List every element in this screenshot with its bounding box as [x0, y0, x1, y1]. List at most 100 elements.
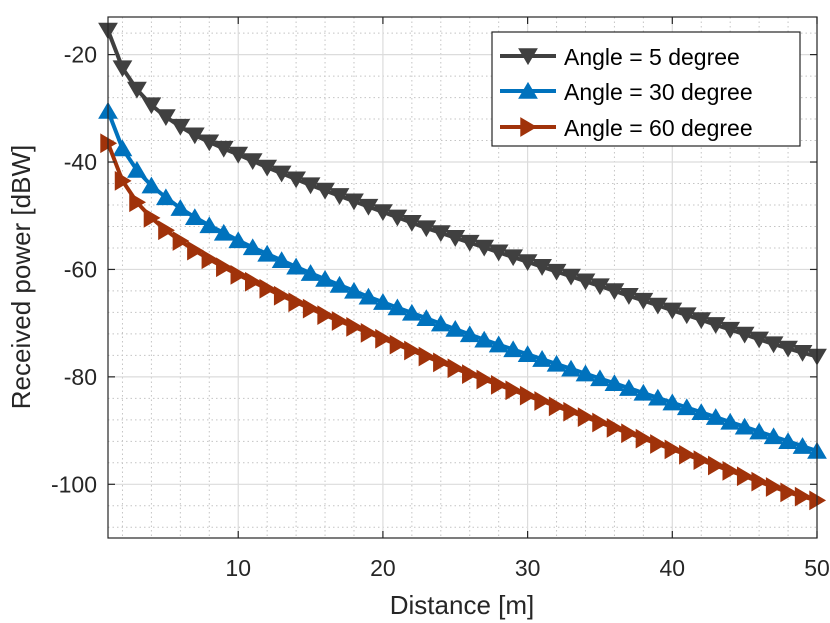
y-tick-label: -20 — [64, 42, 97, 68]
data-point — [430, 225, 451, 243]
data-point — [199, 216, 220, 234]
data-point — [503, 249, 524, 267]
data-point — [792, 437, 813, 454]
data-point — [244, 271, 262, 292]
data-point — [705, 408, 726, 425]
data-point — [404, 340, 421, 361]
data-point — [647, 388, 668, 406]
data-point — [619, 288, 639, 305]
data-point — [561, 268, 581, 286]
series-1 — [98, 22, 827, 366]
data-point — [778, 432, 798, 450]
data-point — [490, 375, 508, 395]
data-point — [143, 208, 161, 228]
data-point — [561, 359, 581, 377]
data-point — [459, 325, 480, 343]
data-point — [503, 340, 524, 358]
data-point — [257, 159, 278, 177]
data-point — [242, 238, 263, 256]
x-tick-label: 30 — [515, 555, 541, 581]
data-point — [751, 471, 769, 492]
data-point — [158, 220, 175, 241]
data-point — [676, 398, 697, 416]
data-point — [462, 364, 479, 385]
data-point — [606, 418, 624, 438]
data-point — [532, 350, 552, 367]
data-point — [563, 401, 581, 422]
data-point — [592, 412, 610, 433]
data-point — [300, 264, 321, 281]
data-point — [433, 352, 450, 373]
data-point — [445, 230, 466, 247]
data-point — [112, 139, 133, 157]
y-axis-label: Received power [dBW] — [6, 145, 36, 409]
data-point — [418, 346, 436, 367]
data-point — [302, 298, 320, 319]
data-point — [401, 303, 422, 321]
data-point — [546, 263, 567, 281]
data-point — [213, 140, 234, 158]
data-point — [534, 391, 552, 411]
data-point — [358, 287, 379, 305]
data-point — [619, 379, 639, 396]
tick-marks — [108, 17, 818, 538]
legend-entries — [500, 48, 556, 137]
data-point — [170, 118, 191, 136]
data-point — [708, 455, 725, 476]
data-point — [575, 364, 596, 382]
data-point — [749, 422, 769, 440]
data-point — [577, 407, 595, 428]
data-point — [315, 182, 335, 200]
data-point — [765, 477, 783, 497]
data-point — [778, 340, 798, 358]
data-point — [647, 297, 668, 315]
data-point — [344, 193, 364, 211]
data-point — [329, 275, 350, 293]
data-point — [476, 369, 494, 390]
data-point — [375, 328, 393, 349]
data-point — [780, 482, 798, 503]
data-point — [213, 223, 234, 241]
data-point — [358, 198, 379, 216]
data-point — [201, 249, 219, 270]
data-point — [184, 208, 205, 226]
data-point — [794, 486, 812, 507]
data-point — [505, 380, 523, 401]
data-point — [387, 209, 408, 227]
data-point — [736, 466, 754, 487]
data-point — [141, 97, 162, 115]
data-point — [590, 369, 610, 387]
data-point — [114, 170, 132, 191]
data-point — [459, 234, 480, 252]
data-point — [763, 336, 784, 354]
data-point — [127, 81, 147, 99]
data-point — [141, 176, 162, 194]
data-point — [548, 396, 566, 417]
data-point — [286, 171, 306, 189]
x-tick-label: 40 — [660, 555, 686, 581]
data-point — [344, 281, 364, 299]
data-point — [635, 428, 653, 449]
data-point — [129, 192, 147, 213]
data-point — [488, 335, 509, 353]
series-3 — [100, 133, 827, 511]
data-point — [445, 319, 466, 337]
data-point — [621, 423, 638, 444]
data-point — [257, 244, 278, 262]
data-point — [170, 199, 191, 216]
y-tick-label: -100 — [51, 471, 97, 497]
data-point — [329, 188, 350, 205]
series-2 — [98, 101, 827, 459]
data-point — [604, 283, 625, 301]
plot-frame — [107, 16, 818, 539]
data-point — [676, 307, 697, 325]
data-point — [271, 165, 292, 183]
data-point — [273, 285, 291, 306]
data-point — [228, 146, 249, 164]
data-point — [228, 231, 249, 249]
data-point — [722, 460, 740, 481]
data-point — [474, 330, 495, 348]
data-point — [187, 240, 204, 261]
data-point — [389, 334, 407, 355]
